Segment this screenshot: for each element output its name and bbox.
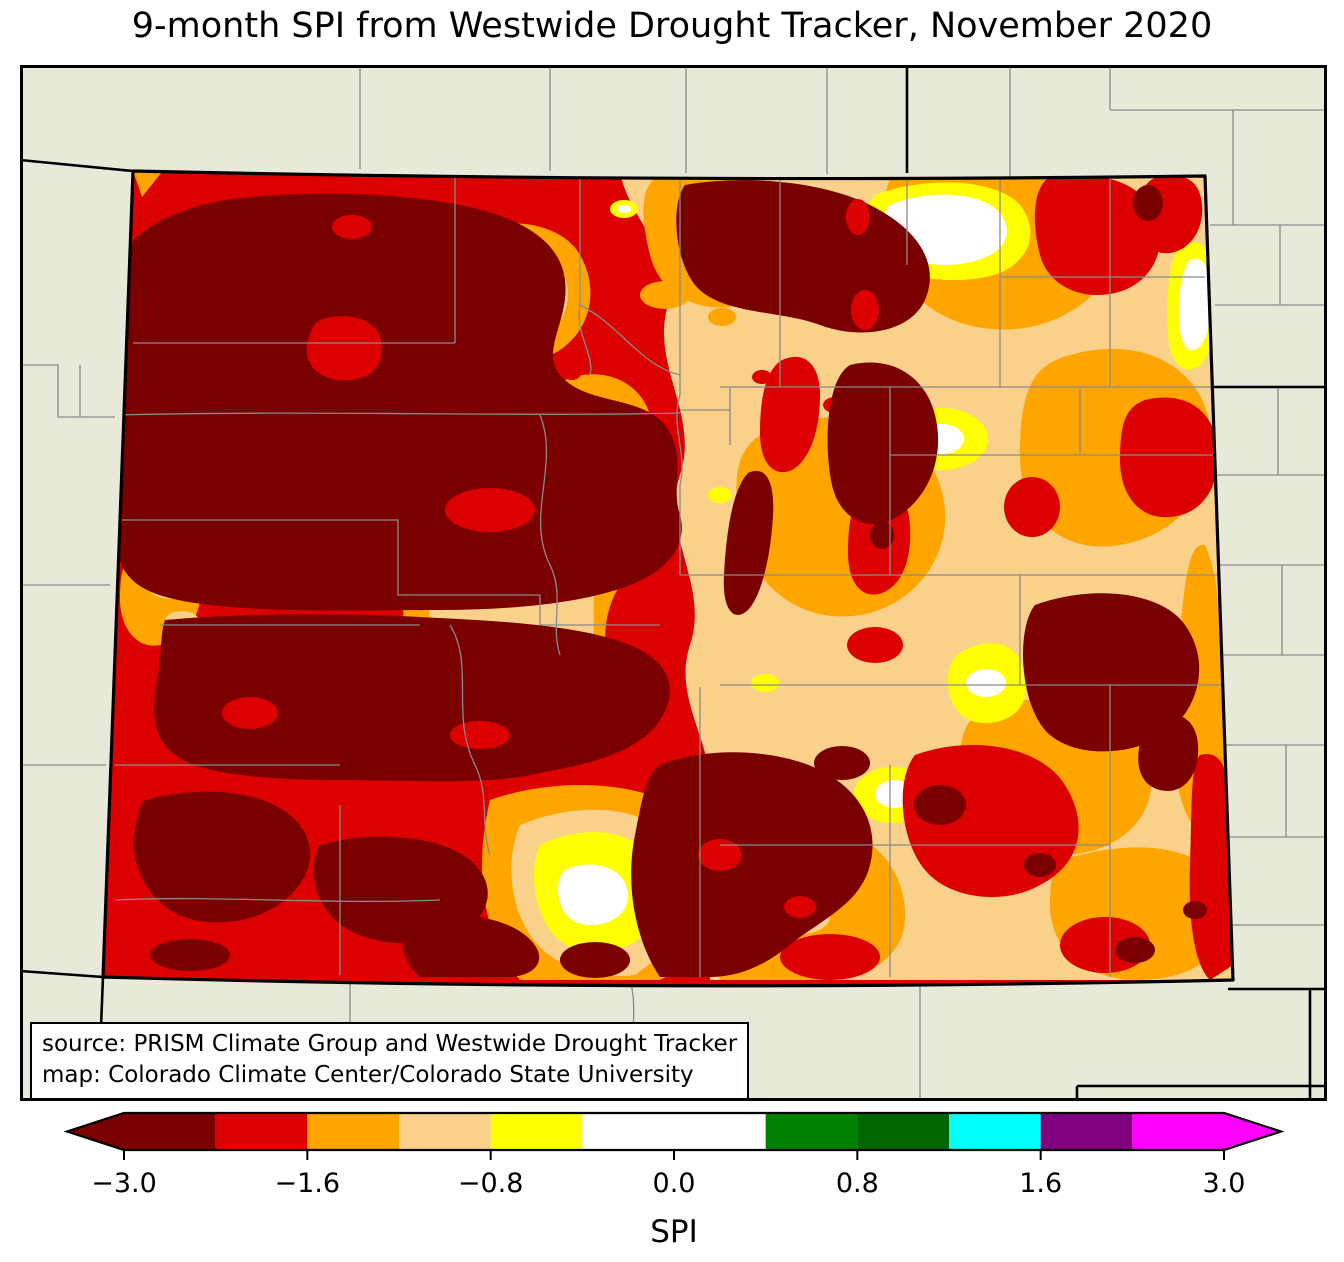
map-panel <box>20 65 1327 1101</box>
source-annotation-box: source: PRISM Climate Group and Westwide… <box>30 1022 750 1101</box>
colorbar-tick-labels: −3.0 −1.6 −0.8 0.0 0.8 1.6 3.0 <box>91 1168 1245 1199</box>
tick-label: 0.0 <box>653 1168 696 1199</box>
red-holes-in-maroon <box>222 199 879 918</box>
colorbar: −3.0 −1.6 −0.8 0.0 0.8 1.6 3.0 SPI <box>63 1111 1285 1250</box>
map-credit-line: map: Colorado Climate Center/Colorado St… <box>42 1062 694 1089</box>
neighbor-state-borders <box>20 65 1327 1101</box>
tick-label: −1.6 <box>275 1168 341 1199</box>
tick-label: −0.8 <box>458 1168 524 1199</box>
colorbar-extend-high <box>1224 1113 1281 1150</box>
colorbar-axis-label: SPI <box>650 1214 698 1250</box>
colorado-state-border <box>101 169 1235 988</box>
page-title: 9-month SPI from Westwide Drought Tracke… <box>131 6 1213 46</box>
source-line: source: PRISM Climate Group and Westwide… <box>42 1031 738 1057</box>
colorbar-segments <box>67 1113 1281 1150</box>
tick-label: 0.8 <box>836 1168 879 1199</box>
tick-label: −3.0 <box>91 1168 157 1199</box>
tick-label: 3.0 <box>1203 1168 1246 1199</box>
tick-label: 1.6 <box>1019 1168 1062 1199</box>
colorado-county-lines <box>113 171 1233 977</box>
colorbar-extend-low <box>67 1113 124 1150</box>
colorbar-ticks <box>123 1150 1225 1160</box>
